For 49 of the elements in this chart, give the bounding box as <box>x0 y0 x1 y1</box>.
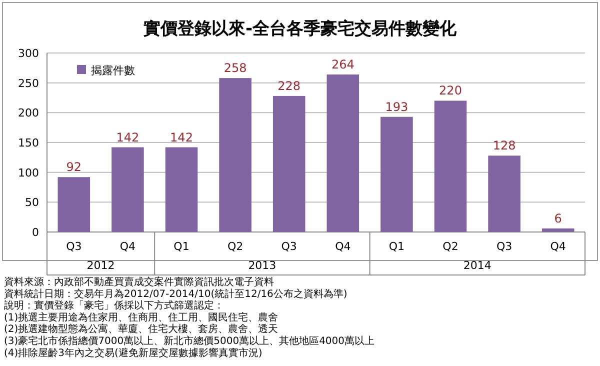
y-tick-label: 0 <box>32 226 39 239</box>
y-tick-label: 250 <box>18 76 39 90</box>
bar <box>272 96 306 232</box>
source-note: 資料來源：內政部不動產買賣成交案件實際資訊批次電子資料 <box>4 276 274 288</box>
x-tick-label: Q3 <box>496 240 512 253</box>
text: (4)排除屋齡3年內之交易(避免新屋交屋數據影響真實市況) <box>4 346 262 359</box>
text: (2)挑選建物型態為公寓、華廈、住宅大樓、套房、農舍、透天 <box>4 323 278 336</box>
x-tick-label: Q3 <box>281 240 297 253</box>
data-label: 264 <box>331 57 354 72</box>
y-tick-label: 100 <box>18 166 39 180</box>
x-tick-label: Q3 <box>66 240 82 253</box>
text: (1)挑選主要用途為住家用、住商用、住工用、國民住宅、農舍 <box>4 311 278 324</box>
data-label: 92 <box>66 160 82 174</box>
text: (3)豪宅北市係指總價7000萬以上、新北市總價5000萬以上、其他地區4000萬以上 <box>4 335 375 347</box>
bar <box>219 78 252 232</box>
bar <box>380 116 413 232</box>
data-label: 258 <box>224 61 247 76</box>
x-tick-label: Q4 <box>550 240 566 253</box>
text: 2013 <box>248 259 276 272</box>
text: 2012 <box>86 259 115 272</box>
data-label: 142 <box>116 130 140 144</box>
bar <box>488 156 520 232</box>
x-tick-label: Q1 <box>388 240 405 253</box>
bar <box>542 228 574 232</box>
bar <box>112 147 144 232</box>
bar <box>326 74 360 232</box>
y-tick-label: 150 <box>18 136 39 150</box>
text: 說明：實價登錄「豪宅」係採以下方式篩選認定： <box>4 300 224 312</box>
data-label: 6 <box>554 211 562 226</box>
data-label: 193 <box>385 100 408 114</box>
data-label: 142 <box>170 130 193 144</box>
text: 資料統計日期：交易年月為2012/07-2014/10(統計至12/16公布之資料為準) <box>4 288 348 300</box>
x-tick-label: Q2 <box>227 240 244 253</box>
x-tick-label: Q1 <box>174 240 190 253</box>
legend-label: 揭露件數 <box>91 64 135 77</box>
data-label: 228 <box>278 78 301 93</box>
bar <box>165 147 198 232</box>
y-tick-label: 300 <box>18 47 39 60</box>
x-tick-label: Q4 <box>335 240 351 253</box>
x-tick-label: Q4 <box>120 240 136 253</box>
bar <box>58 177 90 232</box>
x-tick-label: Q2 <box>442 240 458 253</box>
y-tick-label: 50 <box>25 196 39 210</box>
data-label: 128 <box>492 138 516 153</box>
data-label: 220 <box>439 84 462 98</box>
bar <box>434 100 467 232</box>
text: 2014 <box>463 259 492 272</box>
chart-title: 實價登錄以來-全台各季豪宅交易件數變化 <box>143 19 458 39</box>
y-tick-label: 200 <box>18 106 39 120</box>
